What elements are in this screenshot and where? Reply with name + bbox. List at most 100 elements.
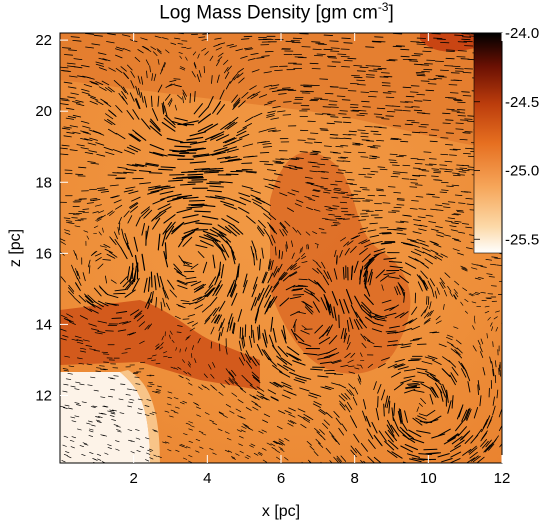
velocity-vector xyxy=(115,448,120,451)
velocity-vector xyxy=(154,35,162,39)
velocity-vector xyxy=(287,420,295,424)
velocity-vector xyxy=(209,133,225,141)
velocity-vector xyxy=(83,443,89,446)
velocity-vector xyxy=(433,243,442,248)
velocity-vector xyxy=(410,251,422,256)
velocity-vector xyxy=(277,89,286,91)
velocity-vector xyxy=(417,281,423,292)
velocity-vector xyxy=(337,53,347,55)
velocity-vector xyxy=(120,246,128,260)
velocity-vector xyxy=(81,91,90,95)
velocity-vector xyxy=(267,357,277,367)
velocity-vector xyxy=(429,310,434,317)
velocity-vector xyxy=(92,211,99,214)
velocity-vector xyxy=(313,151,322,153)
velocity-vector xyxy=(455,420,464,432)
velocity-vector xyxy=(419,131,428,133)
velocity-vector xyxy=(457,231,466,234)
velocity-vector xyxy=(375,116,385,118)
velocity-vector xyxy=(115,46,124,50)
velocity-vector xyxy=(103,101,112,108)
velocity-vector xyxy=(454,349,461,356)
velocity-vector xyxy=(298,278,308,281)
velocity-vector xyxy=(319,361,332,364)
velocity-vector xyxy=(87,384,93,386)
velocity-vector xyxy=(459,167,468,169)
velocity-vector xyxy=(429,331,437,334)
velocity-vector xyxy=(369,234,380,238)
velocity-vector xyxy=(212,227,227,236)
velocity-vector xyxy=(394,364,405,369)
velocity-vector xyxy=(141,208,150,217)
velocity-vector xyxy=(428,221,437,224)
velocity-vector xyxy=(379,76,389,78)
velocity-vector xyxy=(111,409,117,412)
velocity-vector xyxy=(250,189,261,194)
velocity-vector xyxy=(212,422,217,425)
velocity-vector xyxy=(410,240,420,244)
velocity-vector xyxy=(97,320,108,324)
velocity-vector xyxy=(367,268,373,283)
velocity-vector xyxy=(118,398,124,401)
velocity-vector xyxy=(342,266,345,280)
velocity-vector xyxy=(291,288,303,292)
velocity-vector xyxy=(100,396,106,398)
velocity-vector xyxy=(122,321,132,325)
velocity-vector xyxy=(117,430,122,433)
velocity-vector xyxy=(352,144,361,146)
velocity-vector xyxy=(281,251,284,260)
velocity-vector xyxy=(391,371,401,378)
velocity-vector xyxy=(194,358,197,364)
velocity-vector xyxy=(96,367,102,369)
velocity-vector xyxy=(411,325,421,331)
velocity-vector xyxy=(413,224,423,227)
velocity-vector xyxy=(98,412,104,415)
velocity-vector xyxy=(396,285,401,295)
velocity-vector xyxy=(201,168,217,171)
velocity-vector xyxy=(224,137,237,144)
velocity-vector xyxy=(100,190,110,193)
velocity-vector xyxy=(278,442,283,446)
velocity-vector xyxy=(150,271,153,288)
velocity-vector xyxy=(388,400,391,414)
velocity-vector xyxy=(93,287,102,297)
velocity-vector xyxy=(442,383,448,396)
velocity-vector xyxy=(364,176,372,178)
velocity-vector xyxy=(224,226,237,237)
velocity-vector xyxy=(405,385,418,389)
velocity-vector xyxy=(340,237,346,242)
velocity-vector xyxy=(236,429,242,433)
velocity-vector xyxy=(361,301,372,313)
velocity-vector xyxy=(252,329,255,343)
velocity-vector xyxy=(446,341,454,346)
velocity-vector xyxy=(466,247,473,250)
velocity-vector xyxy=(461,267,468,271)
velocity-vector xyxy=(477,339,481,346)
velocity-vector xyxy=(73,58,83,61)
velocity-vector xyxy=(414,258,425,265)
velocity-vector xyxy=(76,339,84,342)
velocity-vector xyxy=(119,412,125,414)
velocity-vector xyxy=(381,357,390,361)
velocity-vector xyxy=(360,333,367,341)
y-axis-label: z [pc] xyxy=(7,229,24,267)
velocity-vector xyxy=(93,389,99,392)
velocity-vector xyxy=(411,122,420,124)
velocity-vector xyxy=(459,139,468,141)
velocity-vector xyxy=(195,438,201,442)
velocity-vector xyxy=(331,435,337,442)
velocity-vector xyxy=(426,295,428,305)
velocity-vector xyxy=(376,40,386,43)
velocity-vector xyxy=(357,84,366,86)
velocity-vector xyxy=(473,293,479,296)
velocity-vector xyxy=(281,87,291,89)
velocity-vector xyxy=(92,457,97,461)
velocity-vector xyxy=(130,70,135,78)
velocity-vector xyxy=(226,65,232,72)
velocity-vector xyxy=(76,404,81,406)
velocity-vector xyxy=(306,181,315,185)
velocity-vector xyxy=(425,419,439,424)
velocity-vector xyxy=(97,52,107,55)
velocity-vector xyxy=(67,372,73,375)
velocity-vector xyxy=(158,206,172,214)
